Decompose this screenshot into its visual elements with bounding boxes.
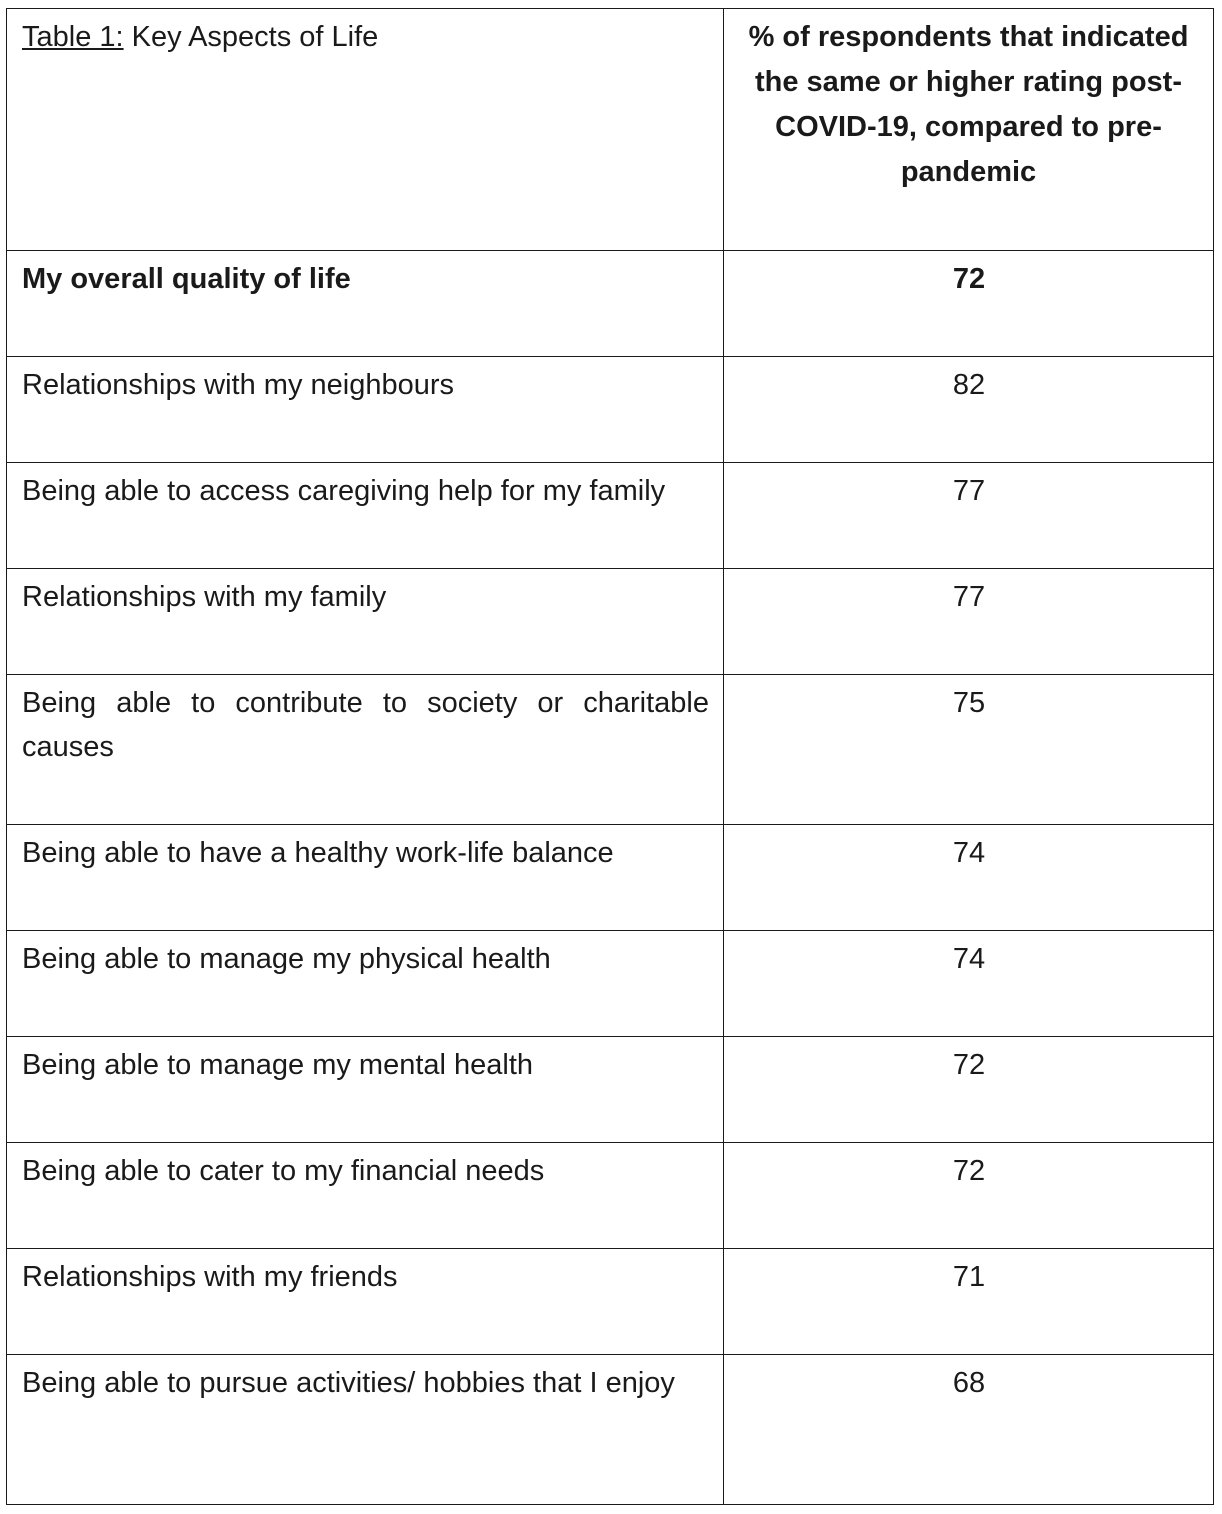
row-value: 77	[723, 568, 1214, 675]
row-value: 74	[723, 824, 1214, 931]
value-header-cell: % of respondents that indicated the same…	[723, 8, 1214, 251]
row-label: Being able to access caregiving help for…	[6, 462, 724, 569]
row-value: 72	[723, 1036, 1214, 1143]
row-label: Relationships with my neighbours	[6, 356, 724, 463]
table-row: Relationships with my family 77	[6, 568, 1214, 675]
row-value: 77	[723, 462, 1214, 569]
row-value: 75	[723, 674, 1214, 825]
value-column-header: % of respondents that indicated the same…	[748, 21, 1189, 188]
row-value: 72	[723, 1142, 1214, 1249]
table-row: My overall quality of life 72	[6, 250, 1214, 357]
row-label: My overall quality of life	[6, 250, 724, 357]
row-label: Being able to manage my physical health	[6, 930, 724, 1037]
row-label: Being able to cater to my financial need…	[6, 1142, 724, 1249]
table-row: Being able to manage my mental health 72	[6, 1036, 1214, 1143]
table-header-row: Table 1: Key Aspects of Life % of respon…	[6, 8, 1214, 251]
row-label: Being able to contribute to society or c…	[6, 674, 724, 825]
row-value: 71	[723, 1248, 1214, 1355]
table-caption-title: Key Aspects of Life	[123, 21, 379, 53]
table-row: Relationships with my friends 71	[6, 1248, 1214, 1355]
table-row: Being able to cater to my financial need…	[6, 1142, 1214, 1249]
row-label: Being able to manage my mental health	[6, 1036, 724, 1143]
row-value: 74	[723, 930, 1214, 1037]
row-label: Being able to pursue activities/ hobbies…	[6, 1354, 724, 1505]
row-value: 68	[723, 1354, 1214, 1505]
table-caption-cell: Table 1: Key Aspects of Life	[6, 8, 724, 251]
key-aspects-table: Table 1: Key Aspects of Life % of respon…	[6, 8, 1214, 1505]
row-label: Being able to have a healthy work-life b…	[6, 824, 724, 931]
table-row: Being able to contribute to society or c…	[6, 674, 1214, 825]
row-value: 72	[723, 250, 1214, 357]
row-value: 82	[723, 356, 1214, 463]
table-row: Being able to access caregiving help for…	[6, 462, 1214, 569]
table-caption-number: Table 1:	[22, 21, 124, 53]
table-row: Being able to pursue activities/ hobbies…	[6, 1354, 1214, 1505]
table-row: Relationships with my neighbours 82	[6, 356, 1214, 463]
table-row: Being able to manage my physical health …	[6, 930, 1214, 1037]
table-row: Being able to have a healthy work-life b…	[6, 824, 1214, 931]
row-label: Relationships with my friends	[6, 1248, 724, 1355]
row-label: Relationships with my family	[6, 568, 724, 675]
